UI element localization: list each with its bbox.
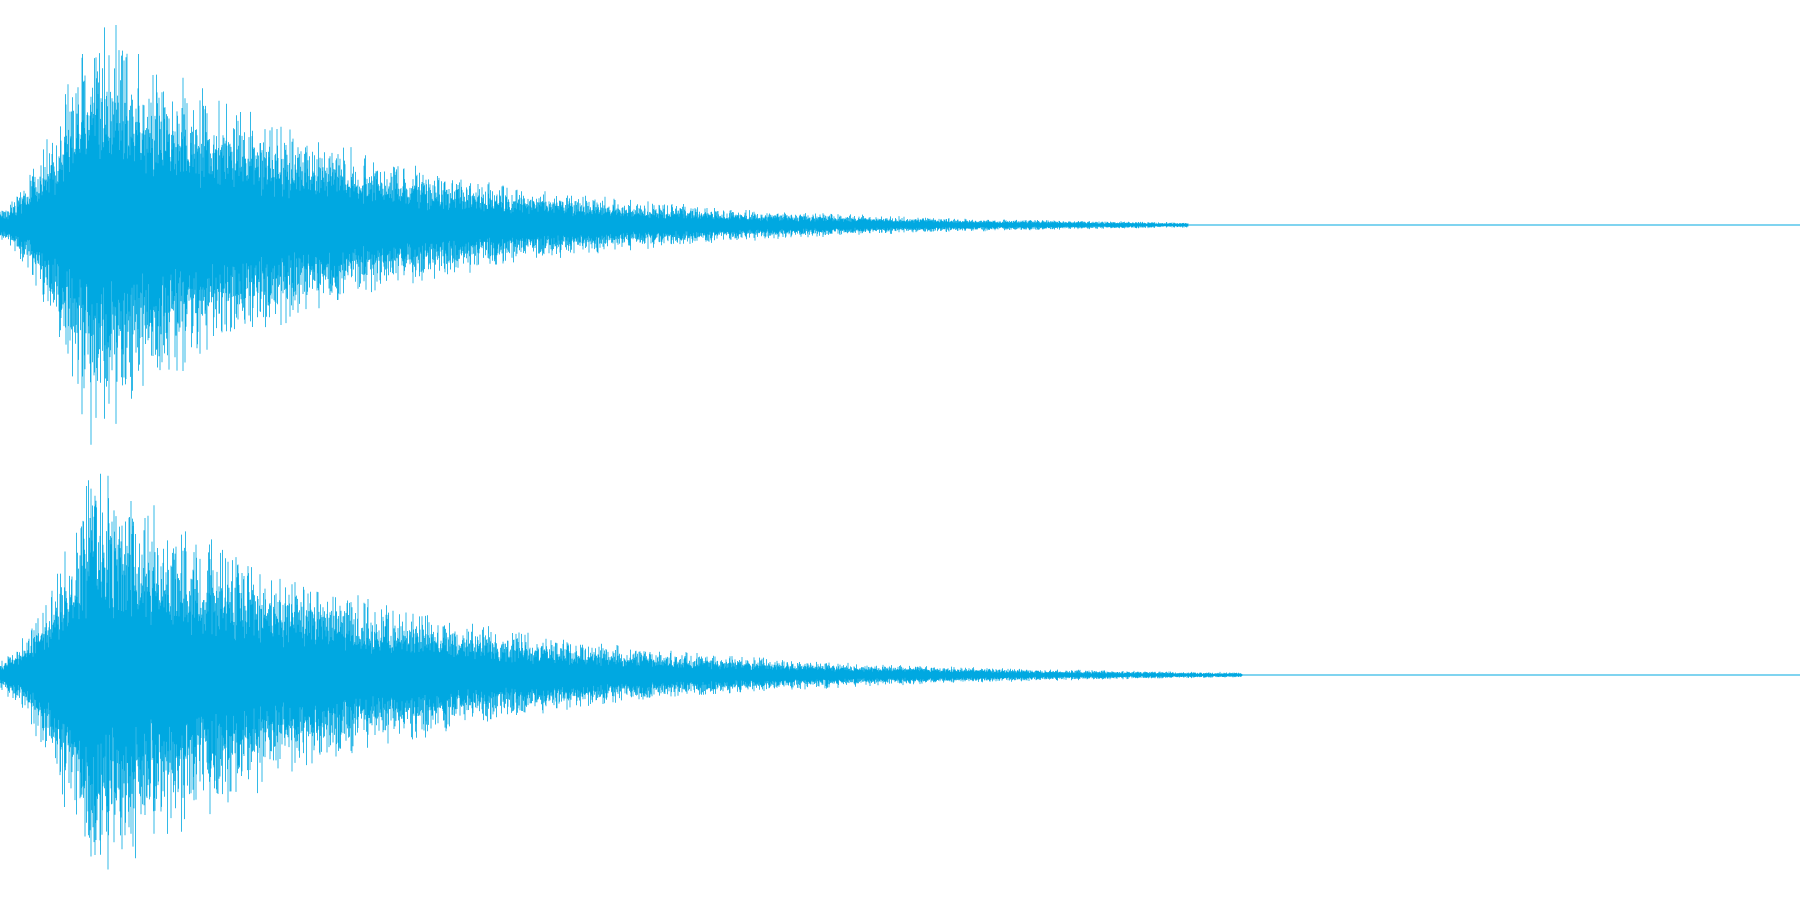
waveform-tail-sample xyxy=(1124,224,1126,226)
waveform-tail-sample xyxy=(1157,224,1159,226)
waveform-tail-sample xyxy=(1109,674,1112,676)
waveform-tail-sample xyxy=(1121,674,1123,676)
waveform-signal xyxy=(0,473,1243,870)
waveform-tail-sample xyxy=(1083,224,1086,226)
waveform-tail-sample xyxy=(1184,674,1187,676)
waveform-tail-sample xyxy=(1058,224,1061,226)
waveform-tail-sample xyxy=(1130,674,1133,676)
waveform-tail-sample xyxy=(1213,674,1215,676)
waveform-tail-sample xyxy=(1116,224,1119,226)
waveform-tail-sample xyxy=(1240,674,1242,676)
waveform-channel-2 xyxy=(0,473,1800,870)
waveform-tail-sample xyxy=(1146,224,1149,226)
waveform-tail-sample xyxy=(1180,224,1183,226)
waveform-tail-sample xyxy=(1044,224,1046,226)
waveform-tail-sample xyxy=(1219,674,1222,676)
waveform-tail-sample xyxy=(1096,224,1098,226)
waveform-tail-sample xyxy=(1075,224,1077,226)
waveform-tail-sample xyxy=(1228,674,1231,676)
waveform-tail-sample xyxy=(1166,224,1169,226)
waveform-tail-sample xyxy=(1196,674,1199,676)
waveform-tail-sample xyxy=(1159,674,1161,676)
waveform-tail-sample xyxy=(1133,224,1135,226)
waveform-tail-sample xyxy=(1166,674,1169,676)
waveform-tail-sample xyxy=(1110,224,1112,226)
waveform-channel-1 xyxy=(0,25,1800,445)
waveform-signal xyxy=(0,25,1189,445)
waveform-tail-sample xyxy=(1066,224,1068,226)
waveform-tail-sample xyxy=(1177,674,1179,676)
waveform-tail-sample xyxy=(1143,674,1146,676)
waveform-tail-sample xyxy=(1098,674,1100,676)
waveform-tail-sample xyxy=(1207,674,1209,676)
